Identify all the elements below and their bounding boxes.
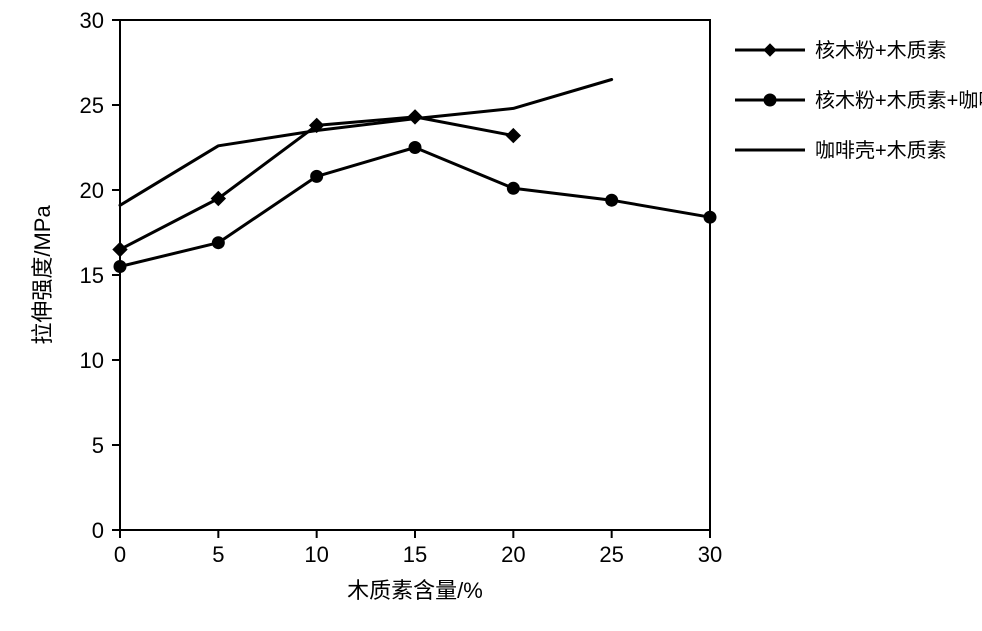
series-marker (704, 211, 716, 223)
legend-label: 核木粉+木质素 (815, 39, 947, 62)
series-marker (606, 194, 618, 206)
x-tick-label: 10 (304, 542, 328, 567)
legend-marker (764, 94, 776, 106)
x-tick-label: 20 (501, 542, 525, 567)
y-tick-label: 20 (80, 178, 104, 203)
y-tick-label: 30 (80, 8, 104, 33)
y-tick-label: 15 (80, 263, 104, 288)
x-axis-label: 木质素含量/% (347, 578, 483, 603)
chart-container: 0 5 10 15 20 25 30 0 5 10 15 20 25 30 木质素含量/% 拉伸强度/MPa 核… (0, 0, 982, 631)
x-tick-label: 5 (212, 542, 224, 567)
y-tick-label: 5 (92, 433, 104, 458)
series-marker (311, 170, 323, 182)
y-tick-label: 10 (80, 348, 104, 373)
legend-label: 咖啡壳+木质素 (815, 139, 947, 162)
chart-svg: 0 5 10 15 20 25 30 0 5 10 15 20 25 30 木质素含量/% 拉伸强度/MPa 核… (0, 0, 982, 631)
series-marker (409, 142, 421, 154)
x-tick-label: 25 (599, 542, 623, 567)
x-tick-label: 30 (698, 542, 722, 567)
series-marker (212, 237, 224, 249)
y-tick-label: 25 (80, 93, 104, 118)
x-tick-label: 0 (114, 542, 126, 567)
x-tick-label: 15 (403, 542, 427, 567)
series-marker (507, 182, 519, 194)
y-tick-label: 0 (92, 518, 104, 543)
y-axis-label: 拉伸强度/MPa (30, 205, 55, 345)
legend-label: 核木粉+木质素+咖啡壳 (815, 89, 982, 112)
series-marker (114, 261, 126, 273)
